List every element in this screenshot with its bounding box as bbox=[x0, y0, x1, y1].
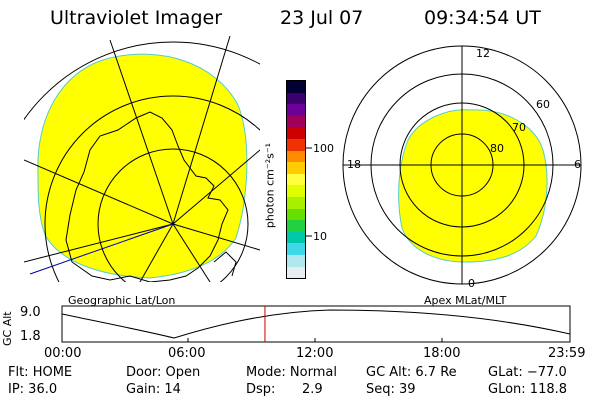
observation-time: 09:34:54 UT bbox=[424, 7, 541, 29]
mlat-label-60: 60 bbox=[536, 98, 550, 111]
status-glat: GLat: −77.0 bbox=[488, 365, 567, 380]
x-tick-2359: 23:59 bbox=[548, 346, 586, 361]
apex-label: Apex MLat/MLT bbox=[424, 294, 507, 307]
colorbar-tick-10: 10 bbox=[313, 230, 327, 243]
coastline-fragment bbox=[213, 251, 237, 277]
observation-date: 23 Jul 07 bbox=[280, 7, 364, 29]
status-dsp-label: Dsp: bbox=[246, 382, 276, 397]
meridian-2 bbox=[24, 159, 174, 225]
colorbar-segment bbox=[287, 162, 305, 174]
mlat-label-80: 80 bbox=[490, 142, 504, 155]
x-tick-0600: 06:00 bbox=[168, 346, 206, 361]
latitude-circle-mid bbox=[44, 95, 260, 282]
meridian-6 bbox=[139, 223, 174, 282]
instrument-title: Ultraviolet Imager bbox=[50, 7, 223, 29]
status-door: Door: Open bbox=[126, 365, 201, 380]
colorbar-segment bbox=[287, 138, 305, 151]
colorbar-segment bbox=[287, 196, 305, 209]
colorbar-segment bbox=[287, 173, 305, 186]
colorbar bbox=[286, 80, 306, 279]
colorbar-segment bbox=[287, 104, 305, 116]
meridian-7 bbox=[172, 223, 211, 282]
geographic-label: Geographic Lat/Lon bbox=[68, 294, 176, 307]
altitude-ylabel: GC Alt bbox=[1, 311, 14, 346]
x-tick-0000: 00:00 bbox=[44, 346, 82, 361]
colorbar-segment bbox=[287, 115, 305, 128]
latitude-circle-inner bbox=[97, 148, 249, 282]
status-glon: GLon: 118.8 bbox=[488, 382, 568, 397]
colorbar-segment bbox=[287, 185, 305, 197]
terminator-line bbox=[29, 223, 174, 275]
colorbar-segment bbox=[287, 92, 305, 105]
latitude-circle-outer bbox=[24, 41, 260, 121]
colorbar-segment bbox=[287, 81, 305, 93]
status-gc-alt: GC Alt: 6.7 Re bbox=[366, 365, 457, 380]
colorbar-segment bbox=[287, 150, 305, 163]
antarctica-coastline bbox=[65, 111, 229, 282]
meridian-3 bbox=[24, 223, 174, 263]
colorbar-segment bbox=[287, 127, 305, 139]
meridian-4 bbox=[172, 36, 231, 225]
mlat-label-70: 70 bbox=[512, 121, 526, 134]
status-mode: Mode: Normal bbox=[246, 365, 337, 380]
colorbar-segment bbox=[287, 243, 305, 255]
meridian-1 bbox=[109, 39, 174, 225]
mlt-label-0: 0 bbox=[468, 277, 475, 290]
meridian-8 bbox=[172, 223, 260, 251]
mlt-label-12: 12 bbox=[476, 47, 490, 60]
status-ip: IP: 36.0 bbox=[8, 382, 58, 397]
x-tick-1800: 18:00 bbox=[423, 346, 461, 361]
mlt-label-18: 18 bbox=[347, 158, 361, 171]
colorbar-tick-100: 100 bbox=[313, 142, 334, 155]
altitude-ytick-top: 9.0 bbox=[20, 305, 41, 320]
status-dsp-value: 2.9 bbox=[302, 382, 323, 397]
altitude-trace bbox=[61, 309, 571, 339]
altitude-plot-frame bbox=[61, 305, 571, 343]
status-gain: Gain: 14 bbox=[126, 382, 181, 397]
uv-auroral-image-geo bbox=[37, 53, 248, 279]
colorbar-segment bbox=[287, 208, 305, 221]
status-seq: Seq: 39 bbox=[366, 382, 416, 397]
meridian-5 bbox=[172, 149, 260, 225]
status-flight: Flt: HOME bbox=[8, 365, 73, 380]
colorbar-segment bbox=[287, 254, 305, 267]
colorbar-segment bbox=[287, 266, 305, 279]
x-tick-1200: 12:00 bbox=[296, 346, 334, 361]
mlt-label-6: 6 bbox=[574, 158, 581, 171]
colorbar-segment bbox=[287, 231, 305, 244]
altitude-ytick-bottom: 1.8 bbox=[20, 329, 41, 344]
colorbar-segment bbox=[287, 220, 305, 232]
